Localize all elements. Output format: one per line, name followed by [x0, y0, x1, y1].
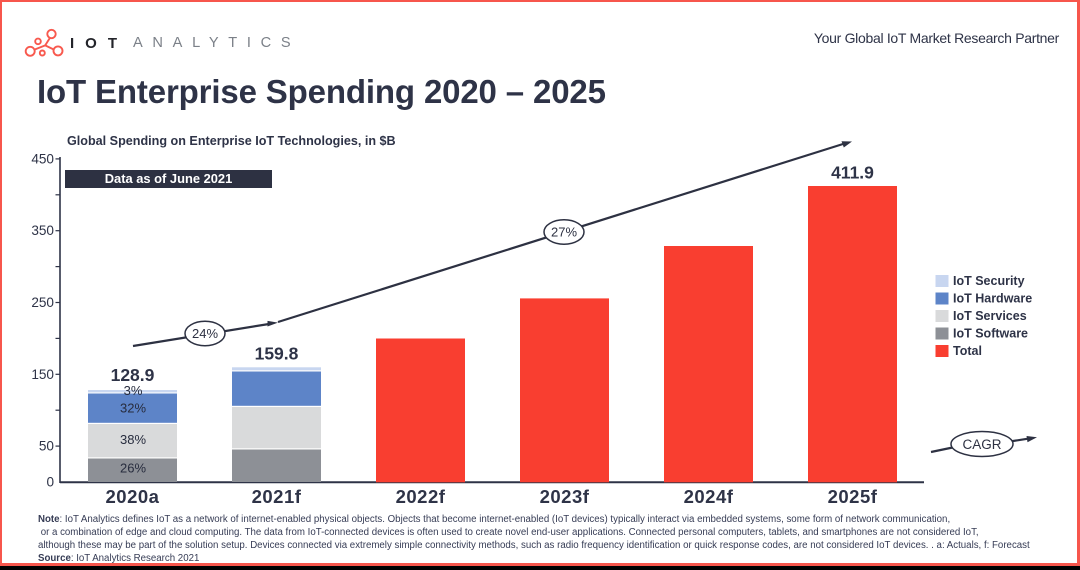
svg-text:2020a: 2020a: [106, 486, 160, 507]
svg-text:350: 350: [31, 223, 54, 238]
svg-text:3%: 3%: [124, 383, 143, 398]
svg-text:24%: 24%: [192, 326, 218, 341]
svg-text:250: 250: [31, 295, 54, 310]
svg-text:IoT Security: IoT Security: [953, 274, 1025, 288]
svg-text:411.9: 411.9: [831, 162, 874, 182]
svg-text:IoT Software: IoT Software: [953, 327, 1028, 341]
svg-text:2025f: 2025f: [828, 486, 878, 507]
svg-text:26%: 26%: [120, 461, 146, 476]
svg-text:450: 450: [31, 151, 54, 166]
svg-text:159.8: 159.8: [255, 343, 299, 363]
svg-text:0: 0: [46, 475, 54, 490]
svg-text:128.9: 128.9: [111, 365, 155, 385]
svg-text:32%: 32%: [120, 401, 146, 416]
svg-text:CAGR: CAGR: [962, 437, 1001, 452]
svg-text:38%: 38%: [120, 432, 146, 447]
svg-text:2022f: 2022f: [396, 486, 446, 507]
svg-text:2021f: 2021f: [252, 486, 302, 507]
svg-text:IoT Hardware: IoT Hardware: [953, 292, 1032, 306]
svg-text:2024f: 2024f: [684, 486, 734, 507]
svg-text:150: 150: [31, 367, 54, 382]
svg-text:50: 50: [39, 439, 55, 454]
svg-text:Total: Total: [953, 344, 982, 358]
svg-text:IoT Services: IoT Services: [953, 309, 1027, 323]
svg-text:2023f: 2023f: [540, 486, 590, 507]
svg-text:27%: 27%: [551, 225, 577, 240]
